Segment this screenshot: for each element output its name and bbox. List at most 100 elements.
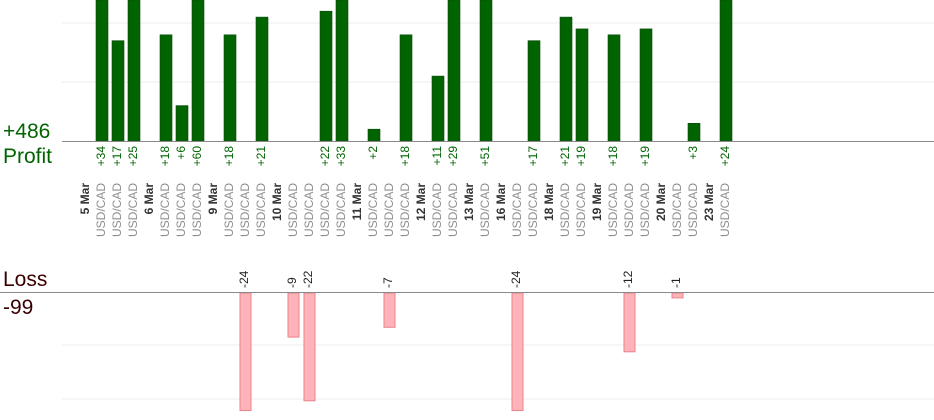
profit-value-label: +34 bbox=[94, 146, 108, 167]
pair-label: USD/CAD bbox=[398, 183, 412, 237]
profit-bar bbox=[607, 34, 621, 142]
profit-value-label: +51 bbox=[478, 146, 492, 167]
profit-value-label: +25 bbox=[126, 146, 140, 167]
profit-value-label: +21 bbox=[558, 146, 572, 167]
date-label: 12 Mar bbox=[414, 183, 428, 221]
pair-label: USD/CAD bbox=[254, 183, 268, 237]
date-label: 6 Mar bbox=[142, 183, 156, 215]
pair-label: USD/CAD bbox=[126, 183, 140, 237]
pair-label: USD/CAD bbox=[110, 183, 124, 237]
loss-total: -99 bbox=[3, 296, 33, 319]
date-label: 5 Mar bbox=[78, 183, 92, 215]
profit-value-label: +18 bbox=[158, 146, 172, 167]
profit-value-label: +29 bbox=[446, 146, 460, 167]
pair-label: USD/CAD bbox=[718, 183, 732, 237]
profit-bar bbox=[399, 34, 413, 142]
date-label: 13 Mar bbox=[462, 183, 476, 221]
date-label: 11 Mar bbox=[350, 183, 364, 221]
pair-label: USD/CAD bbox=[158, 183, 172, 237]
loss-bar bbox=[671, 292, 684, 299]
grid-layer bbox=[62, 22, 934, 400]
profit-value-label: +22 bbox=[318, 146, 332, 167]
pair-label: USD/CAD bbox=[526, 183, 540, 237]
profit-bar bbox=[559, 16, 573, 142]
profit-bar bbox=[191, 0, 205, 142]
loss-bar bbox=[383, 292, 396, 328]
loss-value-label: -24 bbox=[509, 270, 523, 288]
pair-label: USD/CAD bbox=[238, 183, 252, 237]
pair-label: USD/CAD bbox=[382, 183, 396, 237]
pair-label: USD/CAD bbox=[574, 183, 588, 237]
pair-label: USD/CAD bbox=[302, 183, 316, 237]
pair-label: USD/CAD bbox=[638, 183, 652, 237]
profit-bar bbox=[639, 28, 653, 142]
pair-label: USD/CAD bbox=[430, 183, 444, 237]
pair-label: USD/CAD bbox=[510, 183, 524, 237]
profit-bar bbox=[367, 128, 381, 142]
pair-label: USD/CAD bbox=[446, 183, 460, 237]
profit-value-label: +2 bbox=[366, 146, 380, 160]
profit-bar bbox=[447, 0, 461, 142]
profit-value-label: +6 bbox=[174, 146, 188, 160]
pair-label: USD/CAD bbox=[622, 183, 636, 237]
profit-bar bbox=[575, 28, 589, 142]
date-label: 23 Mar bbox=[702, 183, 716, 221]
profit-total: +486 bbox=[3, 120, 50, 143]
loss-bar bbox=[287, 292, 300, 338]
profit-value-label: +60 bbox=[190, 146, 204, 167]
pair-label: USD/CAD bbox=[222, 183, 236, 237]
profit-value-label: +11 bbox=[430, 146, 444, 166]
pair-label: USD/CAD bbox=[606, 183, 620, 237]
loss-value-label: -9 bbox=[285, 277, 299, 288]
profit-bar bbox=[127, 0, 141, 142]
pair-label: USD/CAD bbox=[686, 183, 700, 237]
profit-value-label: +17 bbox=[110, 146, 124, 167]
profit-bar bbox=[335, 0, 349, 142]
profit-value-label: +33 bbox=[334, 146, 348, 167]
profit-bar bbox=[479, 0, 493, 142]
loss-bars bbox=[239, 292, 684, 412]
loss-bar bbox=[623, 292, 636, 353]
date-label: 10 Mar bbox=[270, 183, 284, 221]
profit-bar bbox=[159, 34, 173, 142]
loss-value-label: -1 bbox=[669, 277, 683, 288]
profit-value-label: +3 bbox=[686, 146, 700, 160]
pair-label: USD/CAD bbox=[94, 183, 108, 237]
loss-axis-label: Loss bbox=[3, 268, 47, 291]
profit-value-label: +19 bbox=[638, 146, 652, 167]
profit-value-label: +18 bbox=[398, 146, 412, 167]
profit-bar bbox=[687, 123, 701, 142]
profit-bar bbox=[719, 0, 733, 142]
profit-bar bbox=[319, 10, 333, 142]
date-label: 16 Mar bbox=[494, 183, 508, 221]
pair-label: USD/CAD bbox=[478, 183, 492, 237]
profit-value-label: +21 bbox=[254, 146, 268, 167]
profit-bar bbox=[111, 40, 125, 142]
profit-bar bbox=[255, 16, 269, 142]
pair-label: USD/CAD bbox=[366, 183, 380, 237]
profit-value-label: +18 bbox=[606, 146, 620, 167]
profit-bar bbox=[431, 75, 445, 142]
profit-value-label: +18 bbox=[222, 146, 236, 167]
profit-value-label: +24 bbox=[718, 146, 732, 167]
profit-bar bbox=[223, 34, 237, 142]
loss-value-label: -7 bbox=[381, 277, 395, 288]
loss-value-label: -22 bbox=[301, 270, 315, 288]
date-label: 9 Mar bbox=[206, 183, 220, 215]
date-label: 20 Mar bbox=[654, 183, 668, 221]
pair-label: USD/CAD bbox=[670, 183, 684, 237]
loss-value-label: -12 bbox=[621, 270, 635, 288]
profit-value-label: +19 bbox=[574, 146, 588, 167]
profit-bar bbox=[175, 105, 189, 142]
date-label: 19 Mar bbox=[590, 183, 604, 221]
pair-label: USD/CAD bbox=[190, 183, 204, 237]
profit-bars bbox=[95, 0, 733, 142]
pair-label: USD/CAD bbox=[318, 183, 332, 237]
profit-bar bbox=[527, 40, 541, 142]
date-label: 18 Mar bbox=[542, 183, 556, 221]
axis-layer bbox=[0, 141, 934, 293]
loss-bar bbox=[303, 292, 316, 402]
pair-label: USD/CAD bbox=[174, 183, 188, 237]
